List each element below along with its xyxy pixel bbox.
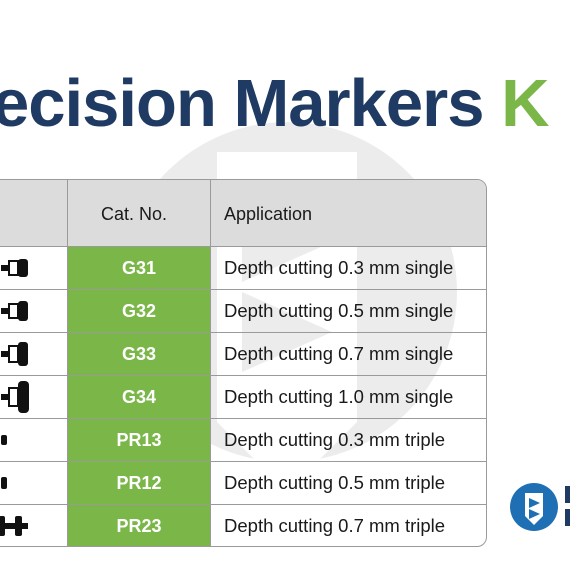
- application-text: Depth cutting 0.5 mm triple: [224, 472, 446, 493]
- single-marker-bur-icon: [1, 342, 28, 366]
- application-text: Depth cutting 1.0 mm single: [224, 386, 454, 407]
- table-row: PR23 Depth cutting 0.7 mm triple: [0, 505, 486, 546]
- cat-number: G32: [68, 290, 211, 332]
- table-row: PR12 Depth cutting 0.5 mm triple: [0, 462, 486, 505]
- table-row: PR13 Depth cutting 0.3 mm triple: [0, 419, 486, 462]
- header-cell-image: [0, 180, 68, 246]
- header-cat-label: Cat. No.: [101, 204, 168, 224]
- table-row: G32 Depth cutting 0.5 mm single: [0, 290, 486, 333]
- cat-number: G33: [68, 333, 211, 375]
- cat-number: PR12: [68, 462, 211, 504]
- triple-marker-bur-icon: [0, 516, 28, 536]
- title-accent: K: [501, 66, 549, 141]
- tool-image-cell: [0, 333, 68, 375]
- tool-image-cell: [0, 376, 68, 418]
- single-marker-bur-icon: [1, 381, 29, 413]
- header-application-label: Application: [224, 204, 313, 224]
- tool-image-cell: [0, 505, 68, 546]
- table-row: G33 Depth cutting 0.7 mm single: [0, 333, 486, 376]
- single-marker-bur-icon: [1, 259, 28, 277]
- cat-number: PR23: [68, 505, 211, 546]
- table-header: Cat. No. Application: [0, 180, 486, 247]
- title-main: ecision Markers: [0, 66, 502, 141]
- tool-image-cell: [0, 419, 68, 461]
- brand-logo-icon: [510, 483, 558, 531]
- application-text: Depth cutting 0.7 mm single: [224, 343, 454, 364]
- application-text: Depth cutting 0.3 mm triple: [224, 429, 446, 450]
- header-cell-cat: Cat. No.: [68, 180, 211, 246]
- tool-image-cell: [0, 290, 68, 332]
- product-table: Cat. No. Application G31 Depth cutting 0…: [0, 179, 487, 547]
- single-marker-bur-icon: [1, 301, 28, 321]
- application-text: Depth cutting 0.5 mm single: [224, 300, 454, 321]
- application-text: Depth cutting 0.3 mm single: [224, 257, 454, 278]
- table-row: G31 Depth cutting 0.3 mm single: [0, 247, 486, 290]
- tool-image-cell: [0, 247, 68, 289]
- page-title: ecision Markers K: [0, 64, 550, 144]
- cat-number: PR13: [68, 419, 211, 461]
- cat-number: G31: [68, 247, 211, 289]
- application-text: Depth cutting 0.7 mm triple: [224, 515, 446, 536]
- triple-marker-bur-icon: [1, 477, 7, 489]
- tool-image-cell: [0, 462, 68, 504]
- table-row: G34 Depth cutting 1.0 mm single: [0, 376, 486, 419]
- brand-wordmark-fragment: [565, 486, 570, 526]
- triple-marker-bur-icon: [1, 435, 7, 445]
- cat-number: G34: [68, 376, 211, 418]
